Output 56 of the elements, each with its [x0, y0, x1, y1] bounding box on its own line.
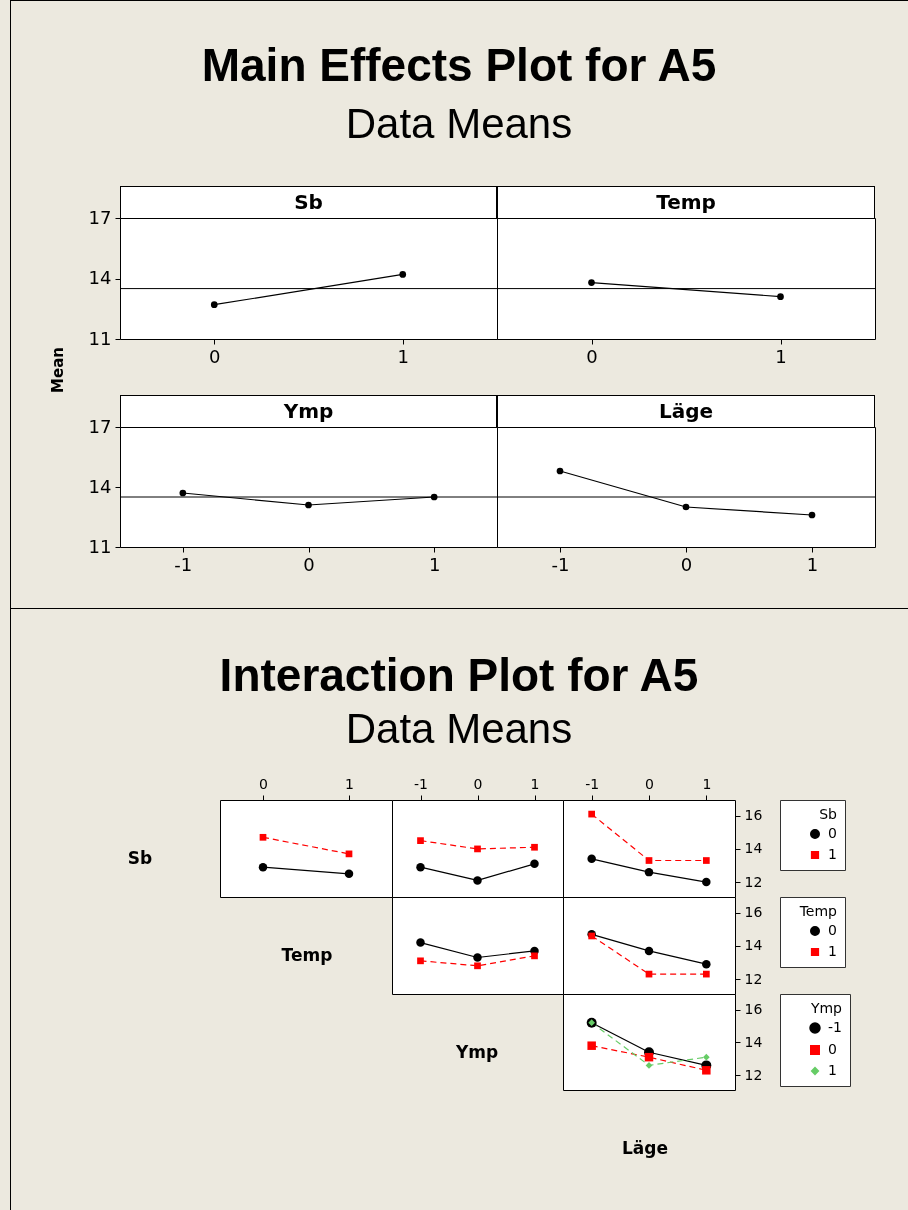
x-tick-label: 0 [303, 553, 315, 575]
y-axis-title: Ymp [455, 1042, 499, 1062]
x-axis-title: Läge [621, 1138, 669, 1158]
x-tick-label: 1 [397, 345, 409, 367]
y-tick-label: 12 [744, 1066, 763, 1083]
y-tick-label: 17 [88, 415, 112, 437]
x-tick-label: 0 [259, 775, 268, 792]
y-tick-label: 14 [88, 267, 112, 288]
y-tick-label: 11 [88, 535, 112, 557]
legend-label: 1 [828, 943, 837, 959]
legend-title: Temp [798, 903, 838, 919]
x-tick-label: 0 [209, 345, 221, 367]
x-axis-title: Ymp [120, 395, 497, 428]
x-tick-label: 1 [428, 553, 441, 575]
legend-label: 0 [828, 922, 837, 938]
y-tick-label: 12 [744, 970, 763, 987]
x-tick-label: 1 [775, 345, 787, 367]
x-tick-label: 1 [702, 775, 712, 792]
x-axis-title: Sb [120, 186, 497, 219]
legend-label: 1 [828, 1062, 837, 1078]
y-axis-title: Sb [127, 848, 153, 868]
y-tick-label: 14 [88, 475, 112, 497]
x-tick-label: 0 [680, 553, 693, 575]
y-tick-label: 12 [744, 873, 763, 890]
x-tick-label: 0 [473, 775, 483, 792]
x-axis-title: Läge [497, 395, 875, 428]
y-axis-title: Mean [49, 347, 67, 393]
y-tick-label: 14 [744, 1033, 763, 1050]
legend-label: -1 [828, 1019, 842, 1035]
y-tick-label: 16 [744, 904, 763, 921]
y-tick-label: 14 [744, 840, 763, 857]
legend-title: Ymp [809, 1000, 843, 1016]
chart-subtitle: Data Means [344, 705, 574, 753]
y-tick-label: 17 [88, 206, 112, 228]
x-tick-label: 1 [345, 775, 354, 792]
x-tick-label: 0 [586, 345, 598, 367]
y-tick-label: 11 [88, 327, 112, 349]
x-tick-label: 0 [645, 775, 654, 792]
x-tick-label: 1 [530, 775, 540, 792]
x-tick-label: 1 [806, 553, 819, 575]
legend-label: 1 [828, 846, 837, 862]
x-axis-title: Temp [497, 186, 875, 219]
legend-label: 0 [828, 825, 837, 841]
y-tick-label: 16 [744, 807, 763, 824]
y-tick-label: 16 [744, 1001, 763, 1018]
chart-title: Main Effects Plot for A5 [200, 38, 718, 92]
x-tick-label: -1 [585, 775, 600, 792]
y-axis-title: Temp [281, 945, 333, 965]
legend-title: Sb [819, 806, 838, 822]
legend-label: 0 [828, 1041, 837, 1057]
x-tick-label: -1 [414, 775, 428, 792]
x-tick-label: -1 [174, 553, 193, 575]
chart-subtitle: Data Means [344, 100, 574, 148]
x-tick-label: -1 [551, 553, 570, 575]
chart-title: Interaction Plot for A5 [218, 648, 700, 702]
y-tick-label: 14 [744, 937, 763, 954]
